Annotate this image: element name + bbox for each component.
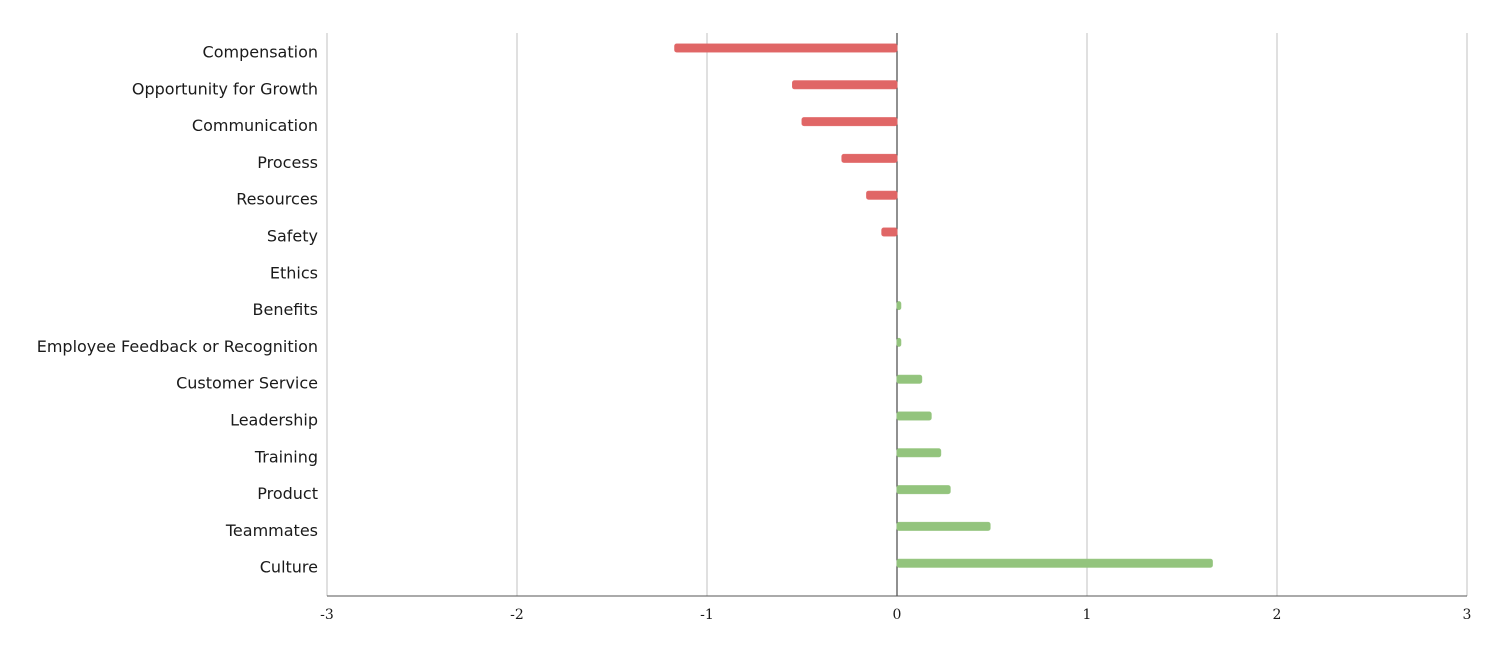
category-label: Opportunity for Growth <box>132 79 318 98</box>
category-label: Teammates <box>225 521 318 540</box>
bar <box>896 374 923 384</box>
bar <box>881 227 898 237</box>
bar <box>841 153 898 163</box>
bar <box>896 521 991 531</box>
bar <box>896 301 902 311</box>
bar <box>896 558 1213 568</box>
category-label: Customer Service <box>176 374 318 393</box>
bar <box>792 80 898 90</box>
category-label: Communication <box>192 116 318 135</box>
bar <box>896 411 932 421</box>
x-tick-label: -2 <box>510 607 524 623</box>
x-tick-label: 2 <box>1273 607 1282 623</box>
category-label: Process <box>257 153 318 172</box>
category-label: Resources <box>236 190 318 209</box>
grid-layer <box>326 33 1468 596</box>
bar <box>801 117 898 127</box>
category-label: Safety <box>267 227 318 246</box>
category-label: Culture <box>260 558 318 577</box>
x-tick-label: -3 <box>320 607 334 623</box>
bar <box>896 448 942 458</box>
category-label: Compensation <box>203 43 318 62</box>
category-label: Benefits <box>253 300 319 319</box>
x-tick-label: 1 <box>1083 607 1092 623</box>
bar <box>896 337 902 347</box>
category-label: Ethics <box>270 263 318 282</box>
x-tick-label: -1 <box>700 607 714 623</box>
x-tick-label: 3 <box>1463 607 1472 623</box>
bar <box>866 190 898 200</box>
bar <box>896 485 951 495</box>
category-label: Training <box>254 447 318 466</box>
category-label: Employee Feedback or Recognition <box>37 337 318 356</box>
bar <box>674 43 898 53</box>
label-layer: -3 -2 -1 0 1 2 3 Compensation Opportunity for Gr… <box>37 43 1472 624</box>
bar-layer <box>674 43 1213 568</box>
category-label: Product <box>257 484 318 503</box>
x-tick-label: 0 <box>893 607 902 623</box>
category-label: Leadership <box>230 411 318 430</box>
